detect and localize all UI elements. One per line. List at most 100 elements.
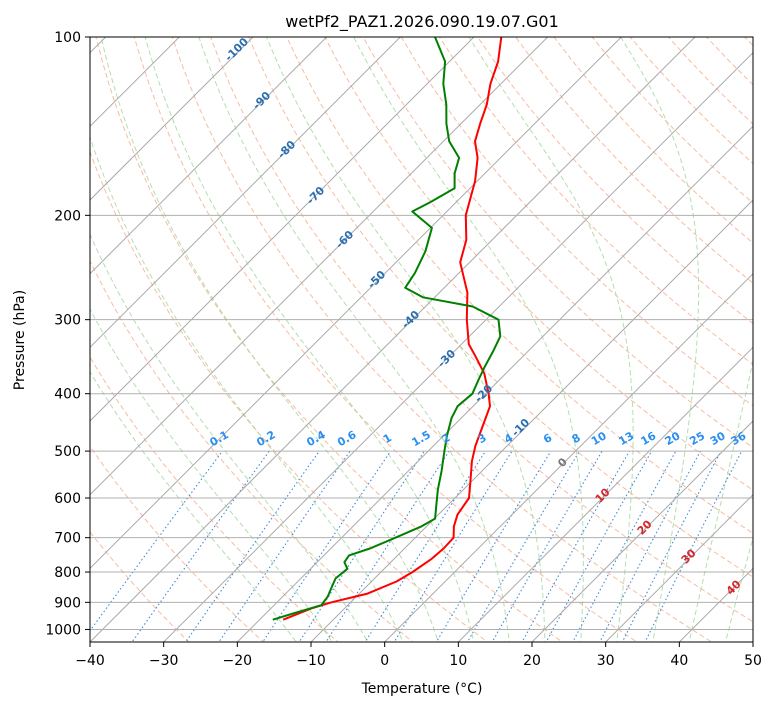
mixing-ratio-label: 30 xyxy=(708,429,728,448)
dry-adiabat xyxy=(90,259,414,642)
dry-adiabat xyxy=(248,37,753,578)
isotherm xyxy=(531,420,753,642)
dry-adiabat xyxy=(400,37,753,407)
x-tick-label: 10 xyxy=(449,653,467,669)
mixing-ratio-line xyxy=(325,450,450,642)
mixing-ratio-line xyxy=(131,450,270,642)
y-tick-label: 500 xyxy=(54,444,81,460)
x-tick-label: 20 xyxy=(523,653,541,669)
isotherm xyxy=(90,37,623,570)
isotherm xyxy=(90,37,696,642)
isotherm xyxy=(90,37,254,201)
isotherm xyxy=(752,641,753,642)
y-axis-ticks: 100 200 300 400 500 600 700 800 900 1000 xyxy=(45,30,90,638)
mixing-ratio-line xyxy=(491,450,603,642)
mixing-ratio-line xyxy=(393,450,513,642)
y-tick-label: 700 xyxy=(54,531,81,547)
dry-adiabat xyxy=(477,37,753,325)
x-tick-label: 30 xyxy=(597,653,615,669)
dry-adiabat xyxy=(286,37,753,534)
isotherm xyxy=(310,199,753,642)
series-layer xyxy=(272,37,503,621)
y-axis-title: Pressure (hPa) xyxy=(12,290,28,390)
dry-adiabat xyxy=(553,37,753,244)
chart-title: wetPf2_PAZ1.2026.090.19.07.G01 xyxy=(285,12,559,32)
moist-adiabat xyxy=(198,37,510,642)
moist-adiabat xyxy=(90,370,297,642)
isotherm xyxy=(0,10,59,654)
x-axis-title: Temperature (°C) xyxy=(361,681,483,697)
y-tick-label: 900 xyxy=(54,595,81,611)
dry-adiabat-label: -50 xyxy=(365,268,388,291)
x-tick-label: 40 xyxy=(670,653,688,669)
x-axis-ticks: −40 −30 −20 −10 0 10 20 30 40 50 xyxy=(75,642,762,669)
x-tick-label: −40 xyxy=(75,653,105,669)
dry-adiabat xyxy=(95,37,564,642)
mixing-ratio-label: 36 xyxy=(729,429,749,448)
dry-adiabat-label: -10 xyxy=(509,416,532,439)
dry-adiabat-label: -40 xyxy=(399,308,422,331)
moist-adiabat-label: 10 xyxy=(593,485,613,505)
moist-adiabat-label: 20 xyxy=(635,517,655,537)
dewpoint-line xyxy=(272,37,502,621)
mixing-ratio-line xyxy=(262,450,392,642)
moist-adiabat-label: 30 xyxy=(679,546,699,566)
mixing-ratio-line xyxy=(185,450,320,642)
y-tick-label: 200 xyxy=(54,208,81,224)
y-tick-label: 100 xyxy=(54,30,81,46)
mixing-ratio-label: 6 xyxy=(541,431,554,446)
plot-frame xyxy=(89,36,754,643)
mixing-ratio-label: 2 xyxy=(439,431,452,446)
isotherm xyxy=(90,37,181,128)
moist-adiabat xyxy=(688,358,753,642)
dry-adiabat xyxy=(133,37,638,642)
moist-adiabat-label: 0 xyxy=(555,455,570,470)
isotherm xyxy=(90,37,549,496)
mixing-ratio-label: 10 xyxy=(589,429,609,448)
mixing-ratio-label: 0.2 xyxy=(254,428,277,449)
mixing-ratio-line xyxy=(545,450,653,642)
isotherm xyxy=(604,493,753,642)
isotherm xyxy=(457,346,753,642)
mixing-ratio-line xyxy=(90,450,223,632)
dry-adiabat-label: -80 xyxy=(275,138,298,161)
y-tick-label: 600 xyxy=(54,491,81,507)
mixing-ratio-label: 1.5 xyxy=(409,428,432,449)
x-tick-label: 0 xyxy=(380,653,389,669)
dry-adiabat xyxy=(438,37,753,366)
moist-adiabat xyxy=(725,536,753,642)
dry-adiabat xyxy=(90,356,339,642)
moist-adiabat xyxy=(468,37,634,642)
dry-adiabat xyxy=(90,531,190,642)
mixing-ratio-label: 0.6 xyxy=(335,428,359,449)
isotherm xyxy=(236,125,753,642)
mixing-ratio-label: 3 xyxy=(476,431,489,446)
moist-adiabat xyxy=(620,37,700,642)
dry-adiabat-label: -90 xyxy=(250,89,273,112)
mixing-ratio-label: 8 xyxy=(570,431,583,446)
moist-adiabat xyxy=(266,37,546,642)
dry-adiabat xyxy=(515,37,753,284)
x-tick-label: −10 xyxy=(296,653,326,669)
isotherm xyxy=(90,37,328,275)
x-tick-label: 50 xyxy=(744,653,762,669)
dry-adiabat xyxy=(362,37,753,449)
mixing-ratio-label: 0.4 xyxy=(304,428,328,449)
dry-adiabat xyxy=(171,37,713,642)
dry-adiabat xyxy=(324,37,753,491)
y-tick-label: 1000 xyxy=(45,622,81,638)
moist-adiabat xyxy=(90,233,369,642)
isotherm xyxy=(383,272,753,642)
x-tick-label: −20 xyxy=(223,653,253,669)
moist-adiabat xyxy=(144,37,475,642)
background-lines xyxy=(90,37,753,642)
mixing-ratio-label: 1 xyxy=(381,431,394,446)
isotherm xyxy=(162,51,753,642)
x-tick-label: −30 xyxy=(149,653,179,669)
y-tick-label: 400 xyxy=(54,387,81,403)
mixing-ratio-line xyxy=(466,450,580,642)
dry-adiabat-label: -100 xyxy=(222,35,251,64)
grid xyxy=(0,10,753,654)
y-tick-label: 300 xyxy=(54,313,81,329)
